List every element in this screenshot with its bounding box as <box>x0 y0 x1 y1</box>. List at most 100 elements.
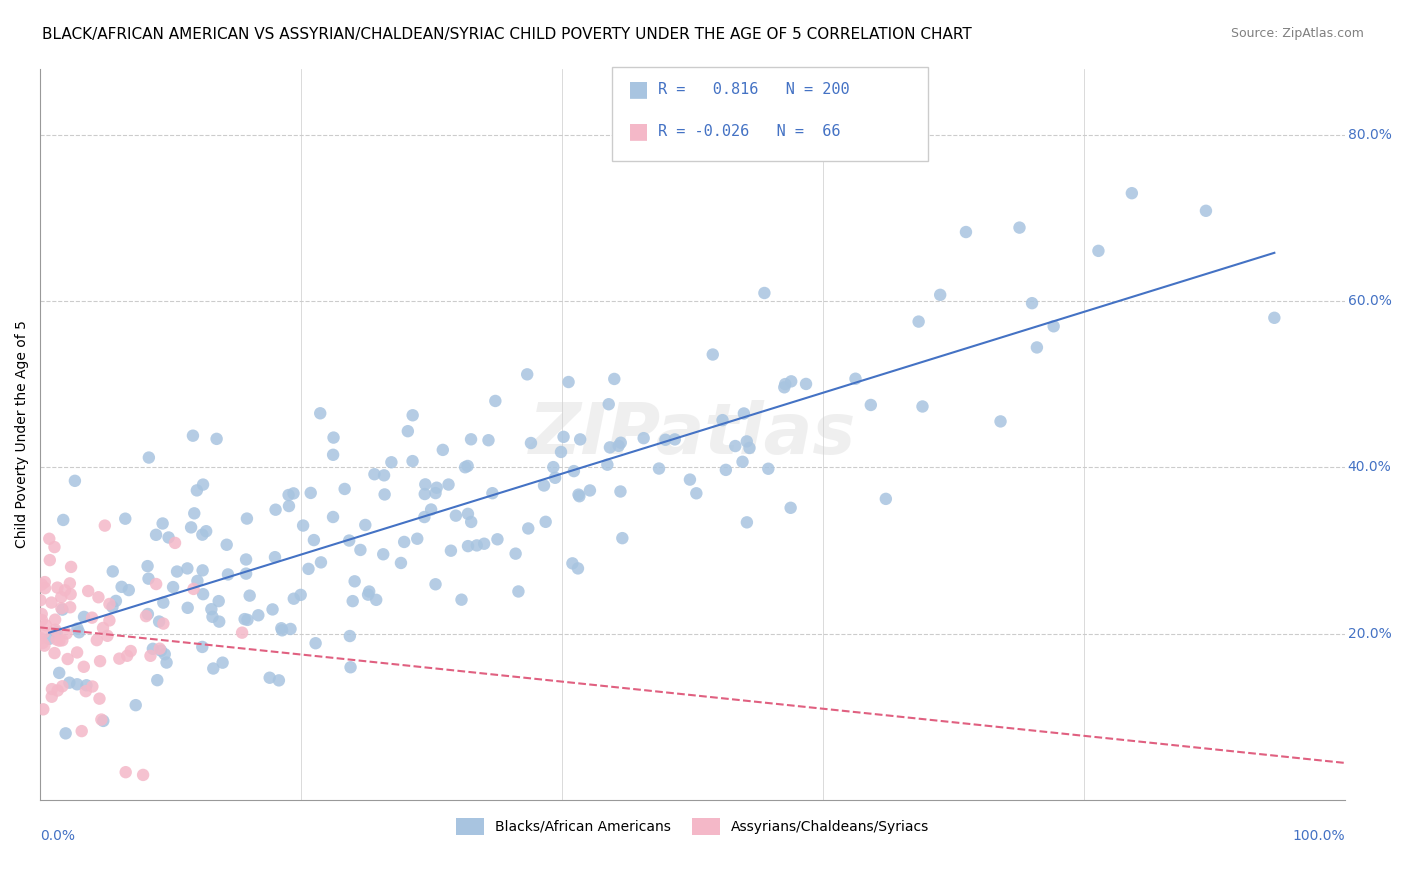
Text: 80.0%: 80.0% <box>1347 128 1392 142</box>
Point <box>31 613 53 627</box>
Point <box>633 431 655 445</box>
Point <box>309 555 332 569</box>
Point <box>111 580 134 594</box>
Point <box>297 562 319 576</box>
Point <box>38 553 60 567</box>
Point <box>86 633 108 648</box>
Point <box>460 432 482 446</box>
Point <box>115 648 138 663</box>
Point <box>58 675 80 690</box>
Point <box>145 528 167 542</box>
Point <box>911 400 934 414</box>
Point <box>1263 310 1285 325</box>
Point <box>516 368 538 382</box>
Point <box>215 538 238 552</box>
Point <box>163 536 186 550</box>
Point <box>561 557 583 571</box>
Point <box>235 552 257 566</box>
Point <box>343 574 366 589</box>
Point <box>108 651 131 665</box>
Point <box>283 486 305 500</box>
Point <box>342 594 364 608</box>
Point <box>91 714 114 728</box>
Point <box>425 577 447 591</box>
Point <box>132 768 155 782</box>
Point <box>77 584 100 599</box>
Point <box>738 441 761 455</box>
Point <box>139 648 162 663</box>
Point <box>38 632 60 646</box>
Point <box>567 488 589 502</box>
Point <box>550 445 572 459</box>
Point <box>553 430 575 444</box>
Point <box>859 398 882 412</box>
Point <box>339 629 361 643</box>
Point <box>104 594 127 608</box>
Text: 0.0%: 0.0% <box>41 829 75 843</box>
Point <box>35 618 58 632</box>
Point <box>66 622 89 636</box>
Point <box>612 531 634 545</box>
Point <box>440 543 463 558</box>
Point <box>59 576 82 591</box>
Text: R =   0.816   N = 200: R = 0.816 N = 200 <box>658 82 849 96</box>
Point <box>664 433 686 447</box>
Point <box>51 633 73 648</box>
Point <box>380 455 402 469</box>
Point <box>420 502 443 516</box>
Legend: Blacks/African Americans, Assyrians/Chaldeans/Syriacs: Blacks/African Americans, Assyrians/Chal… <box>450 813 935 840</box>
Point <box>349 543 371 558</box>
Point <box>146 673 169 688</box>
Point <box>875 491 897 506</box>
Point <box>654 433 676 447</box>
Text: BLACK/AFRICAN AMERICAN VS ASSYRIAN/CHALDEAN/SYRIAC CHILD POVERTY UNDER THE AGE O: BLACK/AFRICAN AMERICAN VS ASSYRIAN/CHALD… <box>42 27 972 42</box>
Point <box>44 646 66 660</box>
Point <box>354 518 377 533</box>
Point <box>264 550 287 565</box>
Point <box>60 560 83 574</box>
Point <box>1195 203 1218 218</box>
Point <box>264 502 287 516</box>
Point <box>208 594 231 608</box>
Point <box>191 640 214 654</box>
Point <box>101 599 124 614</box>
Point <box>450 592 472 607</box>
Point <box>191 477 214 491</box>
Point <box>205 432 228 446</box>
Point <box>280 622 302 636</box>
Point <box>648 461 671 475</box>
Point <box>155 656 177 670</box>
Point <box>46 683 69 698</box>
Point <box>337 533 360 548</box>
Point <box>152 596 174 610</box>
Point <box>302 533 325 547</box>
Point <box>183 506 205 520</box>
Point <box>1121 186 1143 201</box>
Point <box>202 661 225 675</box>
Point <box>66 645 89 659</box>
Point <box>283 591 305 606</box>
Point <box>51 590 73 604</box>
Point <box>53 583 76 598</box>
Text: ■: ■ <box>628 79 650 99</box>
Point <box>191 587 214 601</box>
Point <box>208 615 231 629</box>
Point <box>142 641 165 656</box>
Point <box>150 643 173 657</box>
Point <box>309 406 332 420</box>
Point <box>679 473 702 487</box>
Point <box>609 484 631 499</box>
Point <box>389 556 412 570</box>
Point <box>685 486 707 500</box>
Point <box>322 510 344 524</box>
Point <box>271 624 294 638</box>
Point <box>45 632 67 647</box>
Point <box>484 393 506 408</box>
Point <box>32 625 55 640</box>
Point <box>465 538 488 552</box>
Point <box>543 460 565 475</box>
Point <box>392 535 415 549</box>
Point <box>157 531 180 545</box>
Point <box>136 559 159 574</box>
Point <box>34 575 56 590</box>
